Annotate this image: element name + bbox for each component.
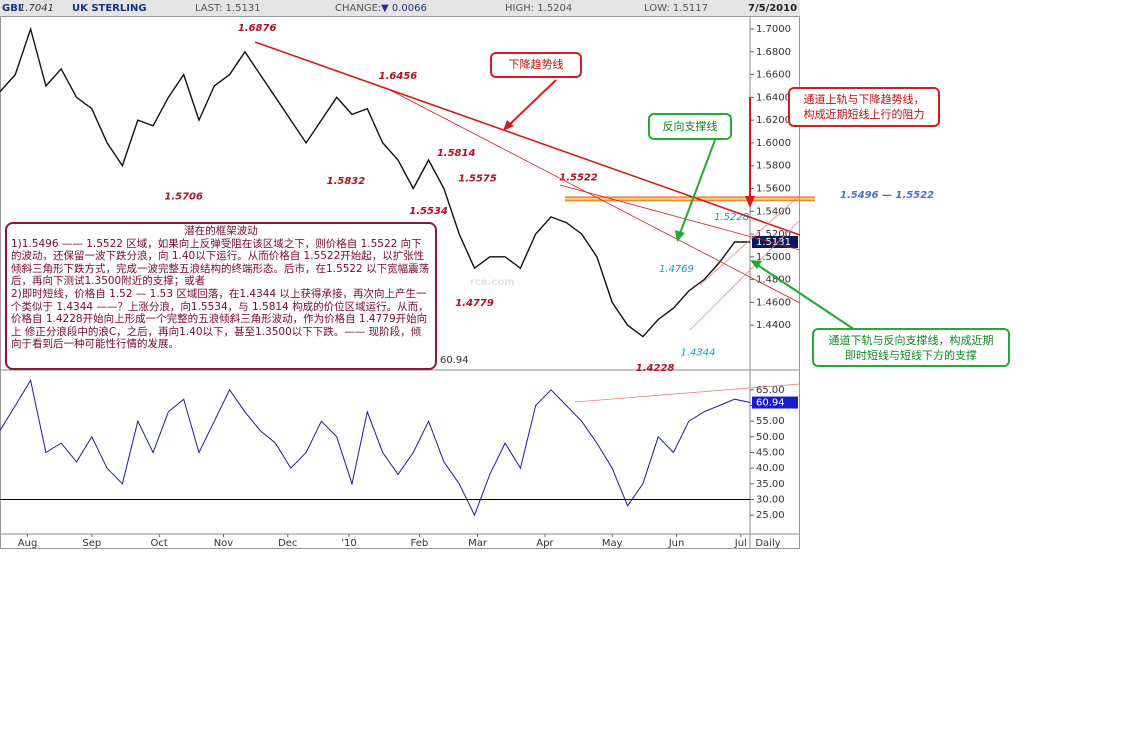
callout-support-line: 反向支撑线: [648, 113, 732, 140]
y-tick-label: 1.6800: [756, 47, 791, 58]
price-annotation: 1.6876: [238, 23, 277, 34]
callout-resistance: 通道上轨与下降趋势线， 构成近期短线上行的阻力: [788, 87, 940, 127]
y-tick-label: 1.5600: [756, 183, 791, 194]
arrow: [755, 263, 856, 331]
y-tick-label: 1.5800: [756, 161, 791, 172]
x-tick-label: Dec: [278, 538, 297, 549]
y-tick-label: 1.5400: [756, 206, 791, 217]
trend-line: [254, 41, 801, 236]
arrow: [506, 79, 557, 128]
change-label: CHANGE:: [335, 3, 381, 14]
symbol: GBI: [2, 3, 22, 14]
x-tick-label: '10: [341, 538, 356, 549]
last-tag-label: 60.94: [756, 398, 785, 409]
frame: [0, 16, 800, 549]
watermark: rce.com: [470, 277, 515, 288]
price-annotation: 1.5814: [437, 148, 476, 159]
y-tick-label: 1.6000: [756, 138, 791, 149]
price-annotation: 1.4779: [455, 298, 494, 309]
arrow-head: [745, 196, 755, 208]
price-annotation: 1.5706: [164, 191, 203, 202]
y-tick-label: 35.00: [756, 479, 785, 490]
y-tick-label: 40.00: [756, 463, 785, 474]
notes-box: 潜在的框架波动 1)1.5496 —— 1.5522 区域，如果向上反弹受阻在该…: [5, 222, 437, 370]
name: UK STERLING: [72, 3, 147, 14]
last-tag: [752, 396, 798, 409]
callout-line: 通道下轨与反向支撑线，构成近期: [828, 334, 994, 347]
series-line: [0, 379, 751, 517]
x-tick-label: Nov: [214, 538, 234, 549]
price-annotation: 1.5228: [714, 212, 749, 223]
y-tick-label: 1.7000: [756, 24, 791, 35]
y-tick-label: 1.4400: [756, 320, 791, 331]
x-tick-label: Mar: [468, 538, 488, 549]
zone-label: 1.5496 — 1.5522: [840, 190, 934, 201]
y-tick-label: 1.6600: [756, 70, 791, 81]
x-tick-label: Sep: [82, 538, 101, 549]
trend-line: [559, 184, 801, 251]
frequency: Daily: [755, 538, 780, 549]
y-tick-label: 50.00: [756, 432, 785, 443]
y-tick-label: 1.5200: [756, 229, 791, 240]
callout-downtrend: 下降趋势线: [490, 52, 582, 78]
callout-line: 即时短线与短线下方的支撑: [845, 349, 977, 362]
callout-support: 通道下轨与反向支撑线，构成近期 即时短线与短线下方的支撑: [812, 328, 1010, 367]
last: LAST: 1.5131: [195, 3, 261, 14]
callout-line: 通道上轨与下降趋势线，: [803, 93, 925, 106]
y-tick-label: 55.00: [756, 416, 785, 427]
trend-line: [389, 89, 801, 304]
arrow: [678, 139, 716, 237]
rsi-trend: [574, 383, 801, 403]
channel-line: [689, 219, 801, 331]
x-tick-label: May: [602, 538, 623, 549]
arrow-head: [503, 120, 514, 131]
last-tag: [752, 236, 798, 249]
x-tick-label: Aug: [18, 538, 38, 549]
y-tick-label: 1.5000: [756, 252, 791, 263]
open: 1.7041: [19, 3, 54, 14]
price-annotation: 1.5832: [327, 176, 366, 187]
low: LOW: 1.5117: [644, 3, 708, 14]
notes-paragraph: 1)1.5496 —— 1.5522 区域，如果向上反弹受阻在该区域之下，则价格…: [11, 237, 430, 288]
x-tick-label: Jun: [668, 538, 685, 549]
rsi-value: 60.94: [440, 355, 469, 366]
notes-paragraph: 2)即时短线，价格自 1.52 — 1.53 区域回落，在1.4344 以上获得…: [11, 287, 429, 351]
callout-line: 构成近期短线上行的阻力: [803, 108, 925, 121]
header-bar: [0, 0, 800, 16]
arrow-head: [675, 230, 685, 242]
price-annotation: 1.5522: [559, 172, 598, 183]
y-tick-label: 30.00: [756, 495, 785, 506]
y-tick-label: 45.00: [756, 448, 785, 459]
price-annotation: 1.5575: [458, 173, 497, 184]
x-tick-label: Oct: [151, 538, 168, 549]
notes-title: 潜在的框架波动: [184, 225, 258, 237]
price-annotation: 1.6456: [379, 71, 418, 82]
x-tick-label: Jul: [734, 538, 747, 549]
y-tick-label: 65.00: [756, 385, 785, 396]
x-tick-label: Apr: [536, 538, 554, 549]
change: ▼ 0.0066: [381, 3, 427, 14]
price-annotation: 1.4344: [680, 348, 715, 359]
price-annotation: 1.4769: [659, 264, 694, 275]
date: 7/5/2010: [748, 3, 797, 14]
price-annotation: 1.4228: [636, 363, 675, 374]
y-tick-label: 1.4600: [756, 297, 791, 308]
y-tick-label: 1.6200: [756, 115, 791, 126]
y-tick-label: 1.4800: [756, 275, 791, 286]
series-line: [0, 26, 750, 338]
channel-line: [699, 194, 801, 286]
price-annotation: 1.5534: [409, 206, 448, 217]
y-tick-label: 1.6400: [756, 92, 791, 103]
y-tick-label: 25.00: [756, 510, 785, 521]
high: HIGH: 1.5204: [505, 3, 572, 14]
plot: 1.7000 1.6800 1.6600 1.6400 1.6200 1.6000 1.58…: [0, 23, 815, 549]
x-tick-label: Feb: [411, 538, 429, 549]
arrow-head: [750, 260, 762, 269]
